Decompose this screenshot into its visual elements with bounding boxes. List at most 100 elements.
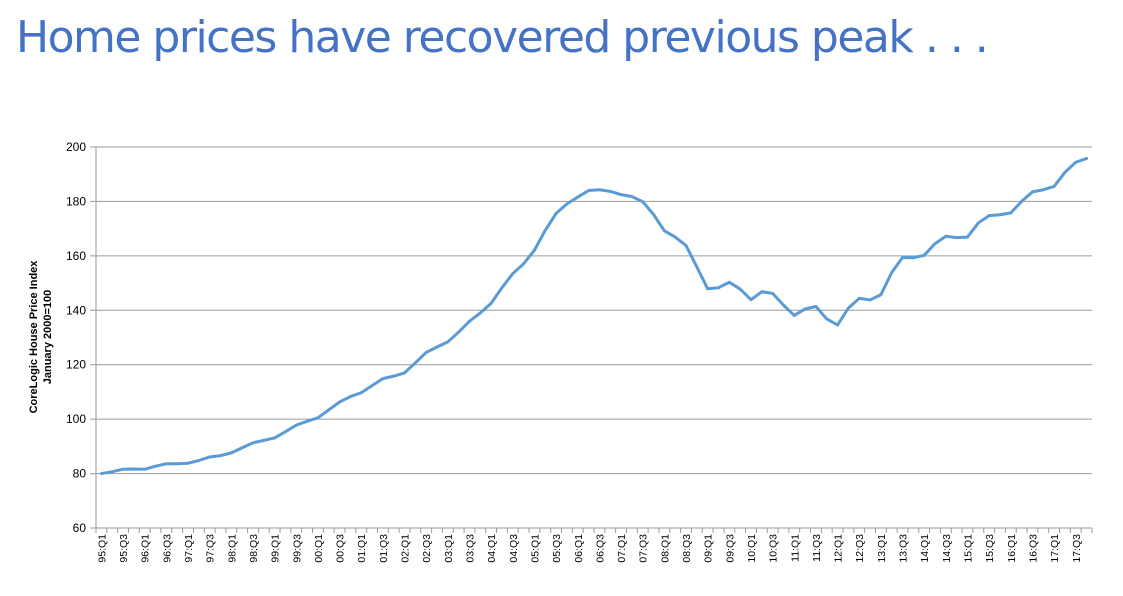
data-point [1009,211,1013,215]
data-point [847,306,850,310]
data-point [771,292,775,295]
x-tick-label: 11:Q1 [789,534,801,562]
data-point [457,330,461,334]
data-point [500,286,504,290]
x-tick-label: 17:Q1 [1049,534,1061,563]
x-tick-label: 02:Q3 [421,534,433,563]
data-point [240,446,244,450]
data-point [121,467,125,471]
data-point [554,212,558,215]
data-point [262,438,266,442]
data-point [619,193,623,197]
data-point [652,213,655,216]
x-tick-label: 08:Q3 [681,534,693,563]
data-point [976,221,980,225]
data-point [305,419,309,423]
data-point [598,188,601,192]
x-axis: 95:Q1 95:Q3 96:Q1 96:Q3 97:Q1 97:Q3 98:Q1 98:Q3… [95,527,1093,563]
slide-title: Home prices have recovered previous peak… [16,12,989,63]
data-point [868,298,872,302]
x-tick-label: 98:Q3 [248,534,260,563]
x-tick-label: 01:Q3 [378,534,390,563]
data-point [717,286,720,290]
x-tick-label: 06:Q1 [573,534,585,563]
x-tick-label: 14:Q3 [941,534,953,563]
x-tick-label: 96:Q3 [161,534,173,563]
x-tick-label: 07:Q1 [616,534,628,563]
series-points [100,157,1088,475]
data-point [836,323,839,327]
data-point [251,441,255,445]
data-point [316,416,320,420]
data-point [706,287,710,291]
x-tick-label: 13:Q3 [898,534,910,563]
x-tick-label: 15:Q1 [963,534,975,563]
x-tick-label: 14:Q1 [919,534,931,563]
x-tick-label: 04:Q3 [508,534,520,563]
x-tick-label: 03:Q1 [443,534,455,563]
data-point [576,195,580,199]
data-point [1085,157,1088,160]
y-axis: 60 80 100 120 140 160 180 200 [66,140,97,535]
data-point [338,400,341,404]
data-point [933,242,937,246]
x-tick-label: 08:Q1 [659,534,671,563]
data-point [435,345,439,349]
x-tick-label: 04:Q1 [486,534,498,563]
x-tick-label: 05:Q3 [551,534,563,563]
data-point [782,303,785,307]
data-point [219,454,222,458]
data-point [110,470,114,474]
data-point [922,253,926,257]
y-axis-label-line1: CoreLogic House Price Index [28,260,40,414]
data-point [370,384,374,388]
x-tick-label: 10:Q3 [768,534,780,563]
data-point [662,229,666,233]
x-tick-label: 99:Q1 [270,534,282,563]
x-tick-label: 11:Q3 [811,534,823,562]
data-point [1031,190,1034,194]
data-point [229,451,233,455]
data-point [998,213,1002,217]
x-tick-label: 01:Q1 [356,534,368,563]
data-point [1074,160,1078,164]
data-point [1041,188,1045,192]
data-point [803,307,807,311]
data-point [749,298,753,302]
data-point [413,361,417,365]
x-tick-label: 99:Q3 [291,534,303,563]
y-tick-label: 100 [66,412,86,426]
data-point [1052,185,1056,188]
x-tick-label: 95:Q3 [118,534,130,563]
series-line [99,156,1089,476]
data-point [695,265,699,269]
data-point [684,244,688,247]
x-tick-label: 12:Q1 [833,534,845,563]
x-tick-label: 05:Q1 [529,534,541,563]
gridlines [90,146,1092,529]
data-point [489,301,493,305]
x-tick-label: 17:Q3 [1071,534,1083,563]
data-point [565,202,569,206]
data-point [760,290,764,294]
x-tick-label: 12:Q3 [854,534,866,563]
y-tick-label: 120 [66,358,86,372]
x-tick-label: 98:Q1 [226,534,238,563]
data-point [186,461,190,465]
data-point [543,228,547,232]
x-tick-label: 02:Q1 [400,534,412,563]
data-point [197,459,201,462]
data-point [792,314,796,317]
data-point [857,296,861,300]
y-tick-label: 180 [66,194,86,208]
x-tick-label: 06:Q3 [594,534,606,563]
x-tick-label: 09:Q1 [703,534,715,563]
x-tick-label: 13:Q1 [876,534,888,563]
data-point [132,467,136,471]
data-point [901,256,904,259]
data-point [327,408,331,412]
data-point [284,430,287,434]
data-point [673,235,677,239]
y-tick-label: 60 [73,521,87,535]
x-tick-label: 09:Q3 [724,534,736,563]
